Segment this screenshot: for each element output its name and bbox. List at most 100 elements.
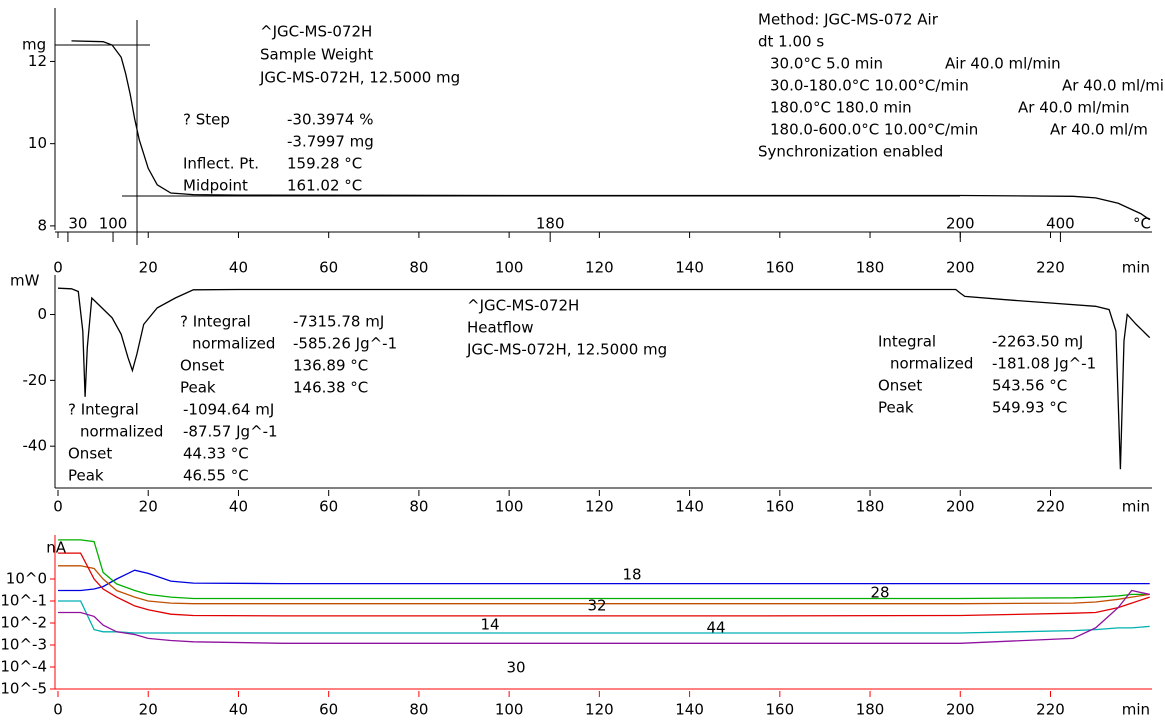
temp-tick-label: 30 <box>68 215 87 233</box>
series-line <box>58 600 1150 634</box>
y-tick-label: 12 <box>28 52 47 70</box>
annotation-text: JGC-MS-072H, 12.5000 mg <box>259 69 460 87</box>
x-tick-label: 200 <box>946 259 975 277</box>
annotation-text: Sample Weight <box>260 46 373 64</box>
annotation-text: Heatflow <box>467 319 533 337</box>
x-tick-label: 0 <box>53 259 63 277</box>
x-tick-label: 60 <box>319 701 338 719</box>
method-sync: Synchronization enabled <box>758 143 943 161</box>
x-axis-label: min <box>1122 701 1150 719</box>
annotation-value: 146.38 °C <box>293 379 368 397</box>
y-tick-label: 10^-5 <box>0 680 47 698</box>
annotation-value: -1094.64 mJ <box>183 401 274 419</box>
annotation-label: ? Step <box>183 111 230 129</box>
annotation-label: normalized <box>80 423 163 441</box>
method-gas: Ar 40.0 ml/min <box>1018 99 1129 117</box>
x-tick-label: 100 <box>495 498 524 516</box>
y-tick-label: 10 <box>28 134 47 152</box>
x-tick-label: 120 <box>585 259 614 277</box>
annotation-text: ^JGC-MS-072H <box>467 297 579 315</box>
x-tick-label: 160 <box>765 259 794 277</box>
method-program: 180.0-600.0°C 10.00°C/min <box>770 121 978 139</box>
y-tick-label: 10^-1 <box>0 592 47 610</box>
data-line <box>71 40 1151 221</box>
x-tick-label: 160 <box>765 498 794 516</box>
method-program: 180.0°C 180.0 min <box>770 99 912 117</box>
series-label: 14 <box>480 616 499 634</box>
y-axis-label: nA <box>46 539 67 557</box>
x-tick-label: 20 <box>139 259 158 277</box>
x-tick-label: 140 <box>675 259 704 277</box>
annotation-label: normalized <box>192 335 275 353</box>
y-axis-label: mg <box>22 36 46 54</box>
x-axis-label: min <box>1122 259 1150 277</box>
annotation-label: ? Integral <box>180 313 251 331</box>
x-tick-label: 220 <box>1036 498 1065 516</box>
temp-unit: °C <box>1133 215 1151 233</box>
y-tick-label: 10^-4 <box>0 658 47 676</box>
series-line <box>58 569 1150 592</box>
x-tick-label: 200 <box>946 498 975 516</box>
x-tick-label: 220 <box>1036 701 1065 719</box>
annotation-value: -30.3974 % <box>287 111 373 129</box>
x-tick-label: 140 <box>675 498 704 516</box>
x-tick-label: 60 <box>319 259 338 277</box>
annotation-value: 161.02 °C <box>287 177 362 195</box>
x-tick-label: 120 <box>585 701 614 719</box>
x-tick-label: 0 <box>53 498 63 516</box>
annotation-text: JGC-MS-072H, 12.5000 mg <box>466 341 667 359</box>
annotation-value: -585.26 Jg^-1 <box>293 335 397 353</box>
series-line <box>58 539 1150 600</box>
y-tick-label: 10^0 <box>6 570 47 588</box>
annotation-value: -2263.50 mJ <box>992 333 1083 351</box>
annotation-value: 136.89 °C <box>293 357 368 375</box>
series-line <box>58 565 1150 605</box>
y-tick-label: 8 <box>37 216 47 234</box>
annotation-label: Onset <box>180 357 224 375</box>
temp-tick-label: 400 <box>1046 215 1075 233</box>
series-label: 28 <box>870 584 889 602</box>
method-gas: Ar 40.0 ml/m <box>1050 121 1148 139</box>
x-tick-label: 120 <box>585 498 614 516</box>
temp-tick-label: 180 <box>536 215 565 233</box>
annotation-label: normalized <box>890 355 973 373</box>
x-tick-label: 140 <box>675 701 704 719</box>
series-line <box>58 589 1150 644</box>
x-tick-label: 40 <box>229 498 248 516</box>
x-tick-label: 200 <box>946 701 975 719</box>
y-tick-label: -20 <box>23 371 48 389</box>
y-tick-label: 10^-3 <box>0 636 47 654</box>
x-tick-label: 220 <box>1036 259 1065 277</box>
annotation-value: 46.55 °C <box>183 467 249 485</box>
annotation-value: 543.56 °C <box>992 377 1067 395</box>
x-tick-label: 180 <box>856 259 885 277</box>
x-tick-label: 0 <box>53 701 63 719</box>
annotation-label: Onset <box>68 445 112 463</box>
x-tick-label: 80 <box>409 498 428 516</box>
method-gas: Air 40.0 ml/min <box>945 55 1061 73</box>
annotation-label: Integral <box>878 333 936 351</box>
annotation-text: dt 1.00 s <box>758 33 824 51</box>
annotation-label: Peak <box>878 399 914 417</box>
annotation-value: -3.7997 mg <box>287 133 374 151</box>
temp-tick-label: 100 <box>99 215 128 233</box>
x-tick-label: 80 <box>409 701 428 719</box>
annotation-label: Midpoint <box>183 177 248 195</box>
annotation-value: 549.93 °C <box>992 399 1067 417</box>
series-label: 30 <box>506 659 525 677</box>
series-label: 32 <box>587 597 606 615</box>
x-tick-label: 160 <box>765 701 794 719</box>
x-tick-label: 60 <box>319 498 338 516</box>
method-program: 30.0°C 5.0 min <box>770 55 883 73</box>
annotation-value: -181.08 Jg^-1 <box>992 355 1096 373</box>
x-tick-label: 100 <box>495 701 524 719</box>
method-gas: Ar 40.0 ml/mi <box>1062 77 1164 95</box>
annotation-value: 44.33 °C <box>183 445 249 463</box>
x-tick-label: 40 <box>229 259 248 277</box>
x-tick-label: 180 <box>856 701 885 719</box>
annotation-label: Inflect. Pt. <box>183 155 259 173</box>
annotation-label: Peak <box>180 379 216 397</box>
data-line <box>57 287 1151 470</box>
